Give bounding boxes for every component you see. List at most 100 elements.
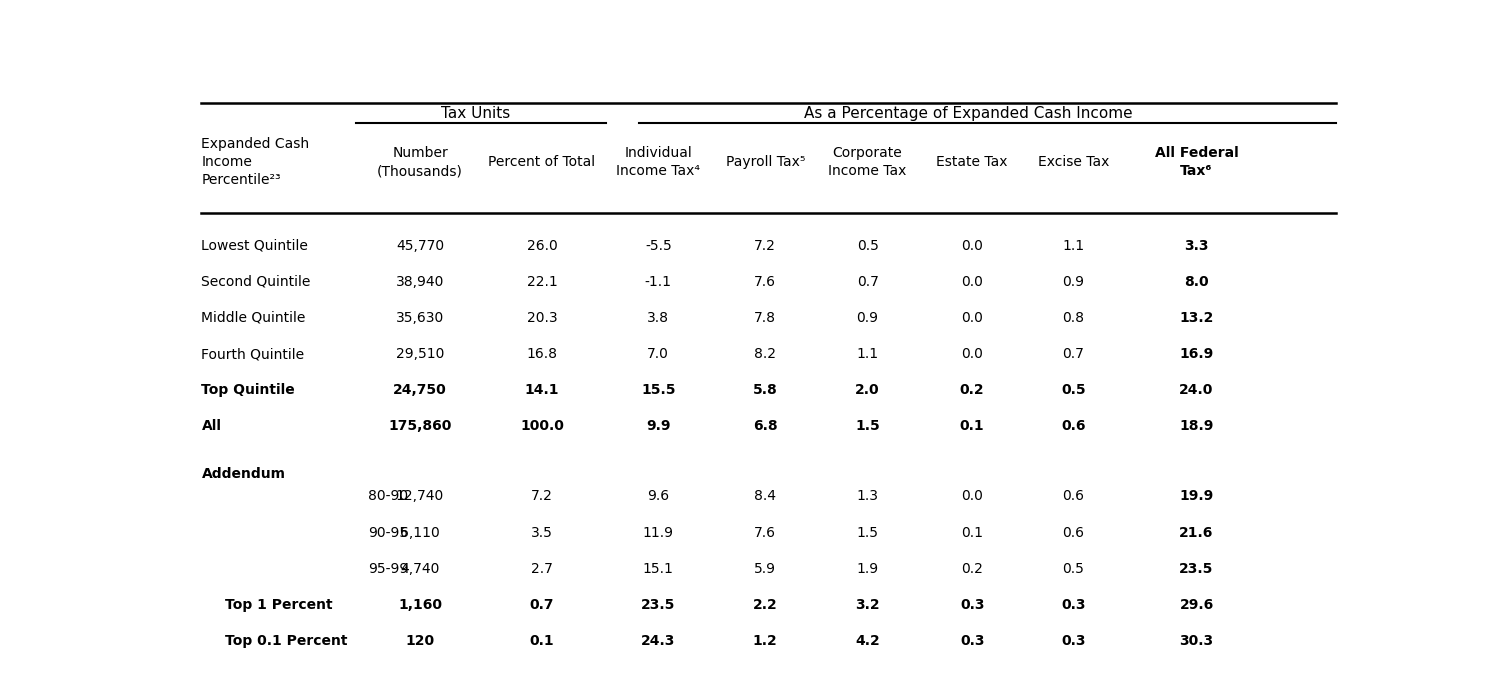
Text: 2.7: 2.7 bbox=[531, 561, 554, 575]
Text: 11.9: 11.9 bbox=[644, 526, 674, 540]
Text: All Federal
Tax⁶: All Federal Tax⁶ bbox=[1155, 146, 1239, 178]
Text: 2.2: 2.2 bbox=[753, 598, 777, 612]
Text: Top 0.1 Percent: Top 0.1 Percent bbox=[225, 634, 346, 648]
Text: 7.2: 7.2 bbox=[531, 489, 554, 503]
Text: 0.1: 0.1 bbox=[960, 419, 984, 433]
Text: 29.6: 29.6 bbox=[1179, 598, 1214, 612]
Text: 24,750: 24,750 bbox=[393, 383, 447, 397]
Text: 1.9: 1.9 bbox=[856, 561, 879, 575]
Text: 29,510: 29,510 bbox=[396, 347, 444, 361]
Text: 21.6: 21.6 bbox=[1179, 526, 1214, 540]
Text: 0.5: 0.5 bbox=[1062, 561, 1084, 575]
Text: 45,770: 45,770 bbox=[396, 239, 444, 253]
Text: Addendum: Addendum bbox=[201, 467, 285, 481]
Text: 23.5: 23.5 bbox=[640, 598, 675, 612]
Text: 120: 120 bbox=[405, 634, 435, 648]
Text: 3.5: 3.5 bbox=[531, 526, 554, 540]
Text: Tax Units: Tax Units bbox=[441, 106, 510, 121]
Text: Top 1 Percent: Top 1 Percent bbox=[225, 598, 333, 612]
Text: 3.3: 3.3 bbox=[1185, 239, 1209, 253]
Text: 26.0: 26.0 bbox=[526, 239, 558, 253]
Text: 1.3: 1.3 bbox=[856, 489, 879, 503]
Text: As a Percentage of Expanded Cash Income: As a Percentage of Expanded Cash Income bbox=[804, 106, 1132, 121]
Text: 19.9: 19.9 bbox=[1179, 489, 1214, 503]
Text: 35,630: 35,630 bbox=[396, 311, 444, 325]
Text: 0.0: 0.0 bbox=[962, 275, 982, 289]
Text: 0.6: 0.6 bbox=[1062, 526, 1084, 540]
Text: Percent of Total: Percent of Total bbox=[489, 155, 596, 169]
Text: 0.3: 0.3 bbox=[960, 634, 984, 648]
Text: 12,740: 12,740 bbox=[396, 489, 444, 503]
Text: 1.2: 1.2 bbox=[753, 634, 777, 648]
Text: 0.7: 0.7 bbox=[1062, 347, 1084, 361]
Text: 24.0: 24.0 bbox=[1179, 383, 1214, 397]
Text: 15.5: 15.5 bbox=[640, 383, 675, 397]
Text: Individual
Income Tax⁴: Individual Income Tax⁴ bbox=[616, 146, 701, 178]
Text: 16.8: 16.8 bbox=[526, 347, 558, 361]
Text: 13.2: 13.2 bbox=[1179, 311, 1214, 325]
Text: Excise Tax: Excise Tax bbox=[1038, 155, 1108, 169]
Text: 7.2: 7.2 bbox=[754, 239, 776, 253]
Text: 14.1: 14.1 bbox=[525, 383, 560, 397]
Text: Lowest Quintile: Lowest Quintile bbox=[201, 239, 309, 253]
Text: 5.9: 5.9 bbox=[754, 561, 777, 575]
Text: 175,860: 175,860 bbox=[388, 419, 452, 433]
Text: 1,160: 1,160 bbox=[398, 598, 442, 612]
Text: 3.8: 3.8 bbox=[648, 311, 669, 325]
Text: 3.2: 3.2 bbox=[855, 598, 880, 612]
Text: 0.3: 0.3 bbox=[1060, 598, 1086, 612]
Text: Estate Tax: Estate Tax bbox=[936, 155, 1008, 169]
Text: 24.3: 24.3 bbox=[640, 634, 675, 648]
Text: Top Quintile: Top Quintile bbox=[201, 383, 296, 397]
Text: 90-95: 90-95 bbox=[369, 526, 408, 540]
Text: 4.2: 4.2 bbox=[855, 634, 880, 648]
Text: 23.5: 23.5 bbox=[1179, 561, 1214, 575]
Text: 5.8: 5.8 bbox=[753, 383, 777, 397]
Text: 18.9: 18.9 bbox=[1179, 419, 1214, 433]
Text: Corporate
Income Tax: Corporate Income Tax bbox=[828, 146, 906, 178]
Text: 0.9: 0.9 bbox=[856, 311, 879, 325]
Text: 9.6: 9.6 bbox=[648, 489, 669, 503]
Text: 95-99: 95-99 bbox=[368, 561, 408, 575]
Text: -1.1: -1.1 bbox=[645, 275, 672, 289]
Text: 0.8: 0.8 bbox=[1062, 311, 1084, 325]
Text: Second Quintile: Second Quintile bbox=[201, 275, 310, 289]
Text: 0.3: 0.3 bbox=[1060, 634, 1086, 648]
Text: 0.7: 0.7 bbox=[856, 275, 879, 289]
Text: 0.9: 0.9 bbox=[1062, 275, 1084, 289]
Text: 1.1: 1.1 bbox=[856, 347, 879, 361]
Text: 0.6: 0.6 bbox=[1062, 489, 1084, 503]
Text: 38,940: 38,940 bbox=[396, 275, 444, 289]
Text: 8.0: 8.0 bbox=[1184, 275, 1209, 289]
Text: 2.0: 2.0 bbox=[855, 383, 880, 397]
Text: 80-90: 80-90 bbox=[369, 489, 408, 503]
Text: Middle Quintile: Middle Quintile bbox=[201, 311, 306, 325]
Text: 0.5: 0.5 bbox=[856, 239, 879, 253]
Text: 6.8: 6.8 bbox=[753, 419, 777, 433]
Text: 30.3: 30.3 bbox=[1179, 634, 1214, 648]
Text: 0.7: 0.7 bbox=[530, 598, 555, 612]
Text: 0.5: 0.5 bbox=[1060, 383, 1086, 397]
Text: 0.0: 0.0 bbox=[962, 489, 982, 503]
Text: 100.0: 100.0 bbox=[520, 419, 564, 433]
Text: 0.2: 0.2 bbox=[960, 383, 984, 397]
Text: 7.6: 7.6 bbox=[754, 526, 777, 540]
Text: 0.6: 0.6 bbox=[1060, 419, 1086, 433]
Text: 8.4: 8.4 bbox=[754, 489, 777, 503]
Text: 20.3: 20.3 bbox=[526, 311, 558, 325]
Text: 9.9: 9.9 bbox=[646, 419, 670, 433]
Text: 7.8: 7.8 bbox=[754, 311, 777, 325]
Text: -5.5: -5.5 bbox=[645, 239, 672, 253]
Text: 7.6: 7.6 bbox=[754, 275, 777, 289]
Text: 16.9: 16.9 bbox=[1179, 347, 1214, 361]
Text: 8.2: 8.2 bbox=[754, 347, 777, 361]
Text: Payroll Tax⁵: Payroll Tax⁵ bbox=[726, 155, 806, 169]
Text: 0.1: 0.1 bbox=[962, 526, 982, 540]
Text: 15.1: 15.1 bbox=[644, 561, 674, 575]
Text: 0.2: 0.2 bbox=[962, 561, 982, 575]
Text: 6,110: 6,110 bbox=[400, 526, 439, 540]
Text: 0.0: 0.0 bbox=[962, 347, 982, 361]
Text: 4,740: 4,740 bbox=[400, 561, 439, 575]
Text: 1.5: 1.5 bbox=[856, 526, 879, 540]
Text: Expanded Cash
Income
Percentile²³: Expanded Cash Income Percentile²³ bbox=[201, 137, 309, 187]
